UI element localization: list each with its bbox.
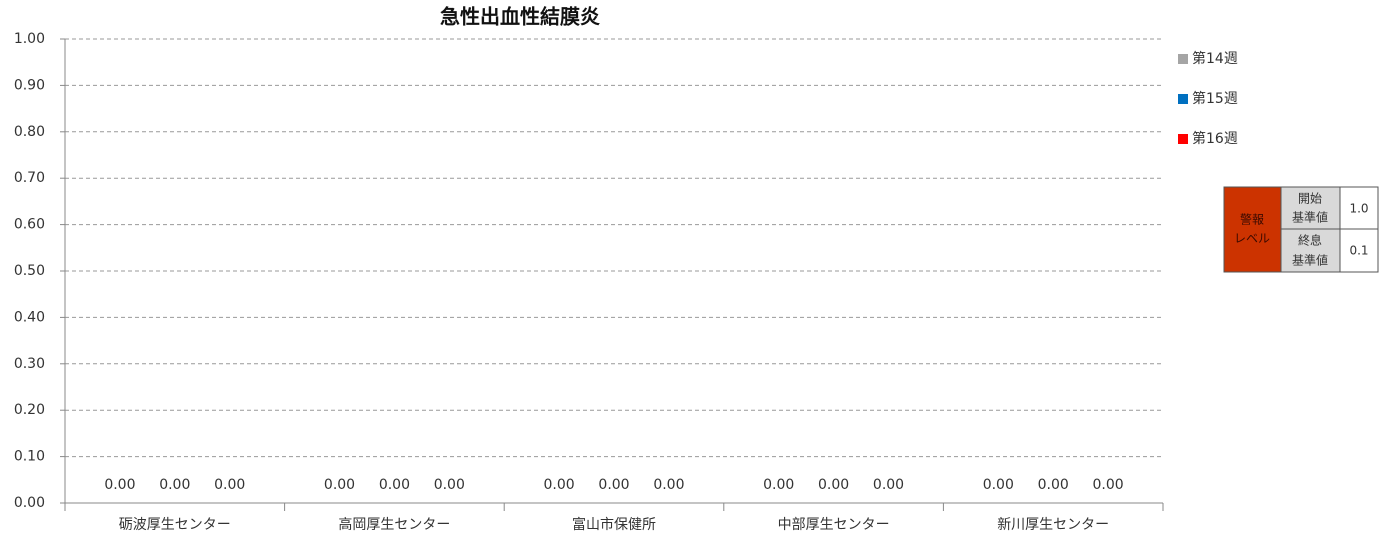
x-tick-label: 砺波厚生センター bbox=[119, 517, 231, 533]
value-label: 0.00 bbox=[818, 477, 849, 493]
legend-label: 第16週 bbox=[1192, 130, 1238, 147]
alert-name: 開始 bbox=[1298, 192, 1322, 206]
x-tick-label: 高岡厚生センター bbox=[338, 516, 450, 533]
alert-label-cell bbox=[1223, 186, 1282, 273]
value-label: 0.00 bbox=[873, 477, 904, 493]
alert-name: 基準値 bbox=[1292, 210, 1328, 225]
y-tick-label: 0.10 bbox=[14, 449, 45, 465]
alert-value: 0.1 bbox=[1349, 244, 1368, 258]
value-label: 0.00 bbox=[1093, 477, 1124, 493]
alert-name: 終息 bbox=[1298, 233, 1322, 248]
y-tick-label: 1.00 bbox=[14, 31, 45, 47]
x-tick-label: 中部厚生センター bbox=[778, 517, 890, 533]
value-label: 0.00 bbox=[598, 477, 629, 493]
value-label: 0.00 bbox=[159, 477, 190, 493]
x-tick-label: 富山市保健所 bbox=[572, 516, 656, 533]
x-tick-label: 新川厚生センター bbox=[997, 517, 1109, 533]
legend-swatch bbox=[1178, 54, 1188, 64]
value-label: 0.00 bbox=[1038, 477, 1069, 493]
y-tick-label: 0.70 bbox=[14, 170, 45, 186]
value-label: 0.00 bbox=[983, 477, 1014, 493]
legend-label: 第15週 bbox=[1192, 90, 1238, 107]
alert-value-cell bbox=[1339, 228, 1379, 273]
legend-swatch bbox=[1178, 134, 1188, 144]
alert-value: 1.0 bbox=[1349, 202, 1368, 216]
legend-label: 第14週 bbox=[1192, 50, 1238, 67]
value-label: 0.00 bbox=[214, 477, 245, 493]
value-label: 0.00 bbox=[324, 477, 355, 493]
legend-swatch bbox=[1178, 94, 1188, 104]
y-tick-label: 0.50 bbox=[14, 263, 45, 279]
y-tick-label: 0.80 bbox=[14, 124, 45, 140]
alert-name: 基準値 bbox=[1292, 253, 1328, 268]
alert-name-cell bbox=[1280, 228, 1341, 273]
alert-label: レベル bbox=[1234, 232, 1270, 246]
y-tick-label: 0.90 bbox=[14, 77, 45, 93]
y-tick-label: 0.00 bbox=[14, 495, 45, 511]
alert-name-cell bbox=[1280, 186, 1341, 230]
value-label: 0.00 bbox=[379, 477, 410, 493]
value-label: 0.00 bbox=[653, 477, 684, 493]
alert-label: 警報 bbox=[1240, 212, 1264, 227]
chart-title: 急性出血性結膜炎 bbox=[440, 5, 600, 29]
value-label: 0.00 bbox=[104, 477, 135, 493]
y-tick-label: 0.30 bbox=[14, 356, 45, 372]
value-label: 0.00 bbox=[763, 477, 794, 493]
y-tick-label: 0.20 bbox=[14, 402, 45, 418]
y-tick-label: 0.40 bbox=[14, 309, 45, 325]
value-label: 0.00 bbox=[544, 477, 575, 493]
value-label: 0.00 bbox=[434, 477, 465, 493]
y-tick-label: 0.60 bbox=[14, 217, 45, 233]
